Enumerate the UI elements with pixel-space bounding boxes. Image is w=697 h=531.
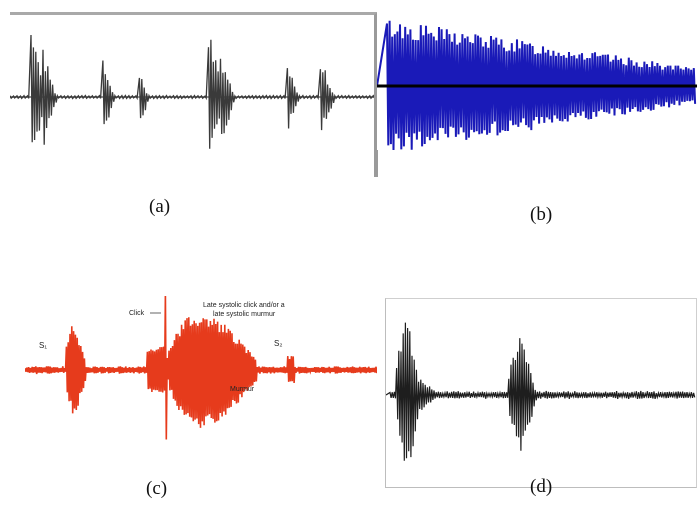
waveform-a — [10, 34, 374, 149]
annotation-murmur: Murmur — [230, 386, 255, 393]
caption-c: (c) — [146, 478, 168, 499]
waveform-panel-c: S₁ Click Late systolic click and/or a la… — [25, 296, 377, 488]
signal-c — [25, 296, 377, 440]
annotation-s2: S₂ — [274, 339, 282, 348]
waveform-panel-a — [10, 12, 378, 177]
waveform-d — [386, 322, 696, 461]
waveform-panel-d — [385, 298, 697, 488]
annotation-s1: S₁ — [39, 341, 47, 350]
caption-b: (b) — [530, 204, 553, 225]
annotation-click: Click — [129, 310, 145, 317]
caption-d: (d) — [530, 476, 553, 497]
waveform-b — [377, 20, 697, 150]
caption-a: (a) — [149, 196, 171, 217]
annotation-late-systolic-1: Late systolic click and/or a — [203, 302, 285, 309]
waveform-panel-b — [377, 10, 697, 150]
waveform-c: S₁ Click Late systolic click and/or a la… — [25, 296, 377, 440]
signal-b — [377, 20, 697, 150]
signal-a — [10, 34, 374, 149]
annotation-late-systolic-2: late systolic murmur — [213, 311, 276, 318]
signal-d — [386, 322, 696, 461]
